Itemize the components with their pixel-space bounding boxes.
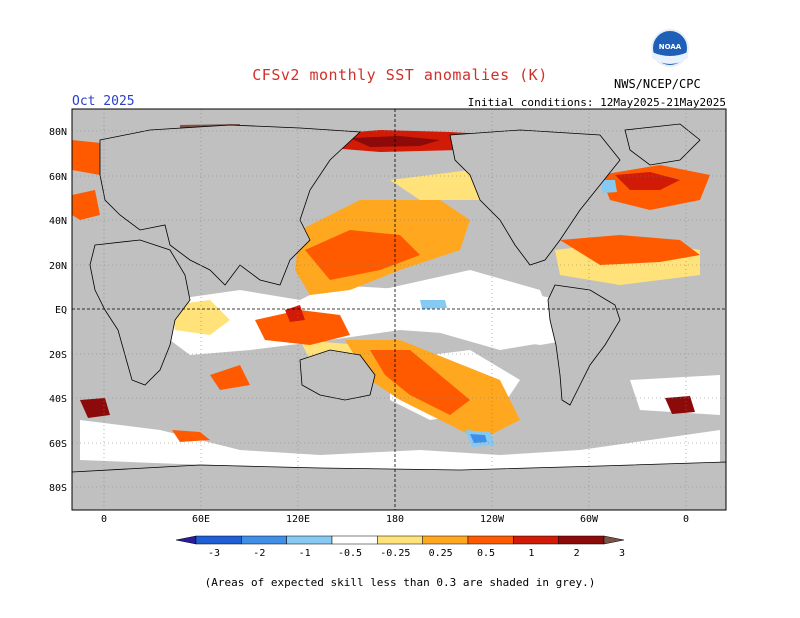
lat-label: 60N [49,172,67,183]
colorbar-segment [195,535,242,545]
lat-label: 40S [49,394,67,405]
map-border [71,108,727,511]
colorbar-segment [241,535,287,545]
lat-label: 40N [49,216,67,227]
colorbar-tick-label: 1 [528,548,534,559]
longitude-axis: 0 60E 120E 180 120W 60W 0 [101,514,689,525]
lat-label: EQ [55,305,67,316]
lon-label: 0 [101,514,107,525]
lat-label: 80S [49,483,67,494]
colorbar-tick-label: 0.5 [477,548,495,559]
colorbar-segment [513,535,559,545]
lon-label: 60W [580,514,599,525]
colorbar-arrow-low [175,535,197,545]
grid-lines [72,109,726,510]
noaa-logo: NOAA [651,29,689,67]
colorbar-segment [558,535,605,545]
colorbar-segment [422,535,469,545]
forecast-month: Oct 2025 [72,94,135,109]
lat-label: 60S [49,439,67,450]
colorbar-tick-label: 0.25 [429,548,453,559]
colorbar-segment [377,535,423,545]
anomaly-field [72,109,726,510]
colorbar-tick-label: -0.5 [338,548,362,559]
map-title: CFSv2 monthly SST anomalies (K) [252,66,548,84]
lat-label: 20N [49,261,67,272]
colorbar-tick-label: 2 [574,548,580,559]
lon-label: 120W [480,514,505,525]
skill-note: (Areas of expected skill less than 0.3 a… [204,576,596,589]
lon-label: 120E [286,514,310,525]
colorbar-tick-label: -2 [253,548,265,559]
agency-label: NWS/NCEP/CPC [614,77,701,91]
colorbar-tick-label: 3 [619,548,625,559]
lon-label: 0 [683,514,689,525]
colorbar-segment [286,535,333,545]
colorbar-tick-label: -3 [208,548,220,559]
colorbar: -3 -2 -1 -0.5 -0.25 0.25 0.5 1 2 3 [175,535,625,559]
colorbar-segment [331,535,378,545]
noaa-logo-text: NOAA [659,43,682,51]
colorbar-segment [467,535,514,545]
colorbar-tick-label: -0.25 [380,548,410,559]
colorbar-arrow-high [603,535,625,545]
lon-label: 180 [386,514,404,525]
initial-conditions: Initial conditions: 12May2025-21May2025 [467,96,726,109]
latitude-axis: 80N 60N 40N 20N EQ 20S 40S 60S 80S [49,127,67,494]
land-masses [72,123,726,510]
lat-label: 80N [49,127,67,138]
lat-label: 20S [49,350,67,361]
colorbar-tick-label: -1 [299,548,311,559]
lon-label: 60E [192,514,210,525]
